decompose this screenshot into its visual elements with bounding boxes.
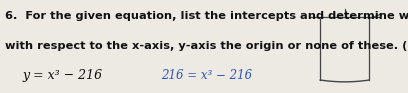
Text: y = x³ − 216: y = x³ − 216 [22, 69, 102, 82]
Text: with respect to the x-axis, y-axis the origin or none of these. (4 points): with respect to the x-axis, y-axis the o… [5, 41, 408, 51]
Text: 6.  For the given equation, list the intercepts and determine whether the graph : 6. For the given equation, list the inte… [5, 11, 408, 21]
Text: 216 = x³ − 216: 216 = x³ − 216 [161, 69, 252, 82]
